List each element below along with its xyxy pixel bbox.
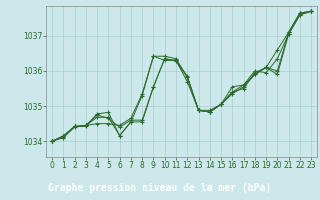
Text: Graphe pression niveau de la mer (hPa): Graphe pression niveau de la mer (hPa): [48, 183, 272, 193]
